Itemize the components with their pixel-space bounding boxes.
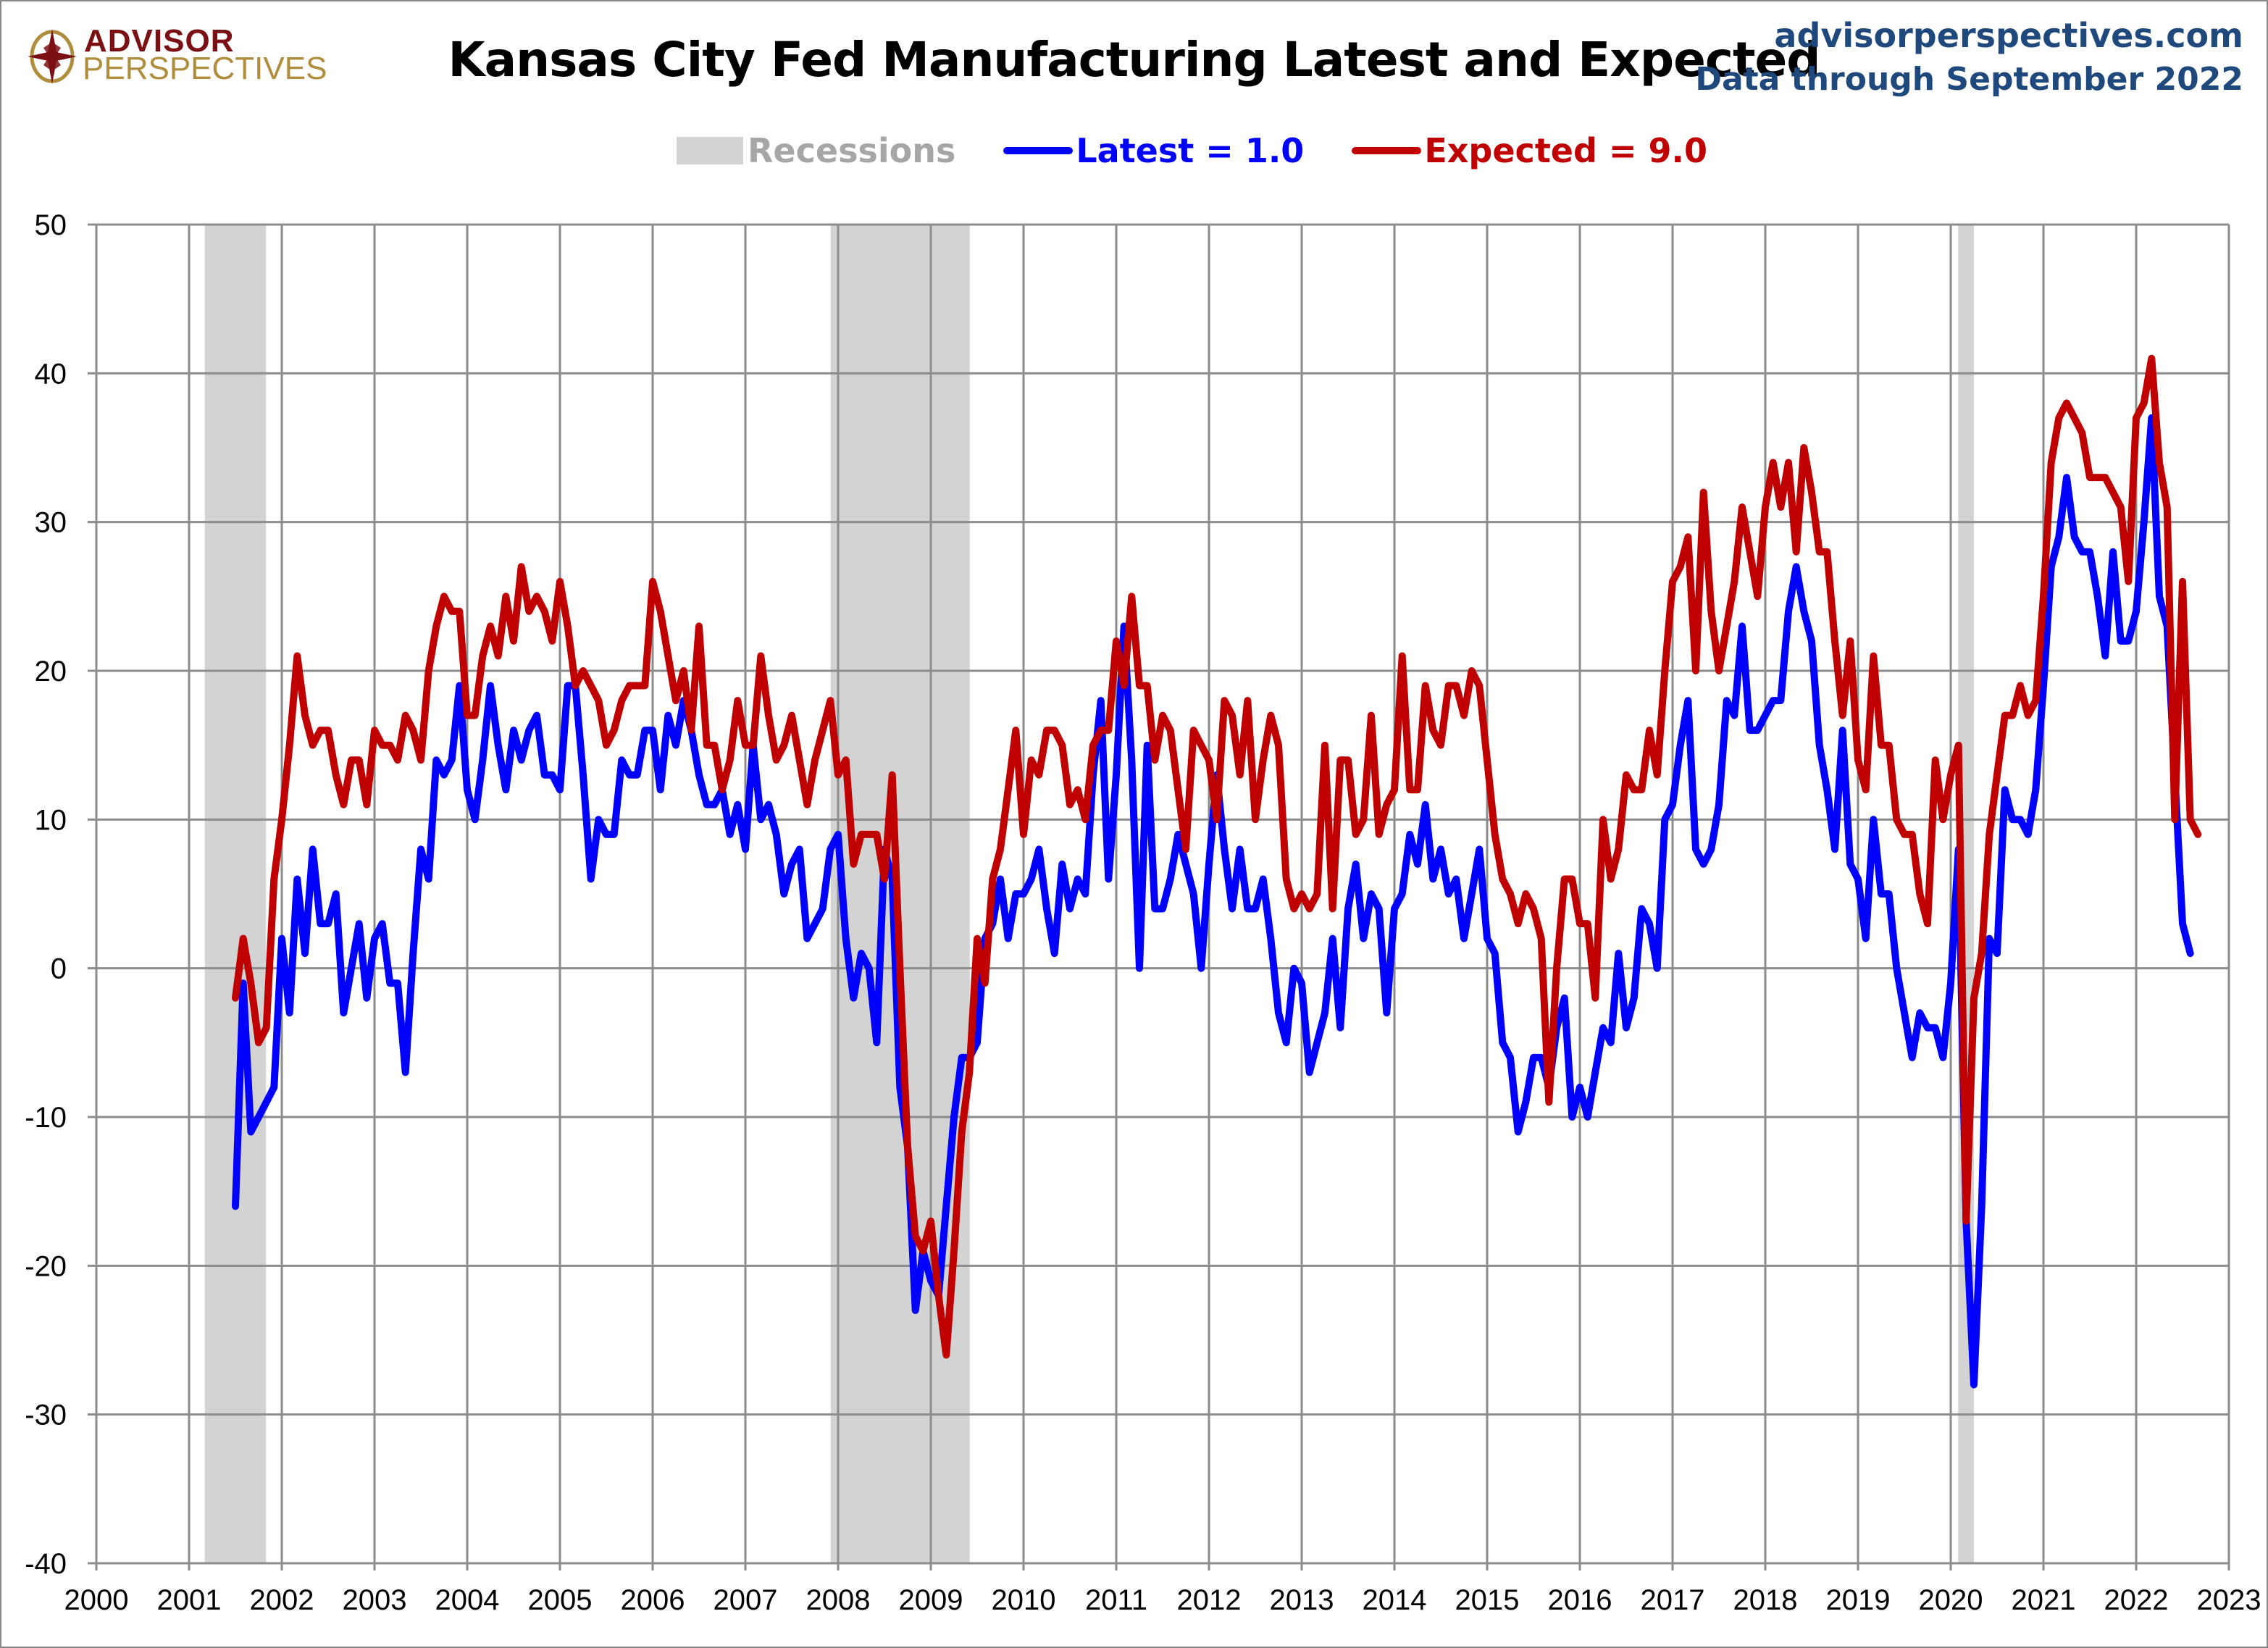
y-tick-label: -10 [25, 1102, 67, 1134]
legend-label-recessions: Recessions [748, 131, 956, 170]
x-tick-label: 2020 [1919, 1584, 1983, 1616]
x-tick-label: 2000 [64, 1584, 129, 1616]
x-tick-label: 2009 [899, 1584, 963, 1616]
x-tick-label: 2018 [1733, 1584, 1798, 1616]
x-tick-label: 2013 [1270, 1584, 1334, 1616]
y-tick-label: -40 [25, 1548, 67, 1580]
series-line-latest [232, 414, 2194, 1389]
x-tick-label: 2015 [1455, 1584, 1520, 1616]
legend-item-expected: Expected = 9.0 [1352, 131, 1707, 170]
x-tick-label: 2011 [1085, 1584, 1147, 1616]
recession-band-0 [204, 225, 267, 1563]
x-tick-label: 2005 [528, 1584, 593, 1616]
advisor-perspectives-logo: ADVISOR PERSPECTIVES [26, 23, 330, 86]
recession-bands [204, 225, 1974, 1563]
legend-label-latest: Latest = 1.0 [1076, 131, 1305, 170]
legend-item-latest: Latest = 1.0 [1003, 131, 1304, 170]
y-tick-label: 40 [35, 358, 67, 390]
x-tick-label: 2023 [2197, 1584, 2261, 1616]
x-tick-label: 2010 [992, 1584, 1056, 1616]
y-axis-ticks: 50 40 30 20 10 0 -10 -20 -30 -40 [25, 209, 67, 1580]
x-tick-label: 2007 [714, 1584, 778, 1616]
x-tick-label: 2004 [435, 1584, 500, 1616]
legend: Recessions Latest = 1.0 Expected = 9.0 [677, 129, 1755, 172]
x-tick-label: 2021 [2012, 1584, 2076, 1616]
x-tick-label: 2003 [343, 1584, 407, 1616]
legend-swatch-latest [1003, 147, 1074, 154]
x-tick-label: 2014 [1363, 1584, 1427, 1616]
site-url: advisorperspectives.com [1774, 16, 2243, 55]
data-through-label: Data through September 2022 [1695, 61, 2243, 98]
series-line-expected [232, 354, 2202, 1359]
gridlines [88, 223, 2230, 1570]
x-tick-label: 2006 [621, 1584, 685, 1616]
x-tick-label: 2017 [1641, 1584, 1705, 1616]
y-tick-label: -20 [25, 1250, 67, 1282]
chart-title: Kansas City Fed Manufacturing Latest and… [448, 32, 1820, 88]
x-tick-label: 2008 [806, 1584, 871, 1616]
x-tick-label: 2012 [1177, 1584, 1242, 1616]
legend-label-expected: Expected = 9.0 [1424, 131, 1707, 170]
y-tick-label: 0 [51, 953, 67, 985]
y-tick-label: 30 [35, 507, 67, 539]
logo-wordmark-bottom: PERSPECTIVES [83, 51, 327, 86]
x-tick-label: 2001 [157, 1584, 222, 1616]
y-tick-label: 20 [35, 656, 67, 687]
legend-swatch-recessions [677, 137, 743, 164]
y-tick-label: 50 [35, 209, 67, 241]
legend-item-recessions: Recessions [677, 131, 955, 170]
y-tick-label: 10 [35, 804, 67, 836]
x-tick-label: 2002 [250, 1584, 314, 1616]
x-tick-label: 2016 [1548, 1584, 1612, 1616]
y-tick-label: -30 [25, 1400, 67, 1431]
compass-star-icon [28, 29, 77, 84]
x-axis-ticks: 2000 2001 2002 2003 2004 2005 2006 2007 2008 2009… [64, 1584, 2261, 1616]
logo-wordmark-top: ADVISOR [84, 23, 235, 59]
series-lines [232, 354, 2202, 1389]
x-tick-label: 2019 [1826, 1584, 1891, 1616]
legend-swatch-expected [1352, 147, 1422, 154]
x-tick-label: 2022 [2104, 1584, 2169, 1616]
